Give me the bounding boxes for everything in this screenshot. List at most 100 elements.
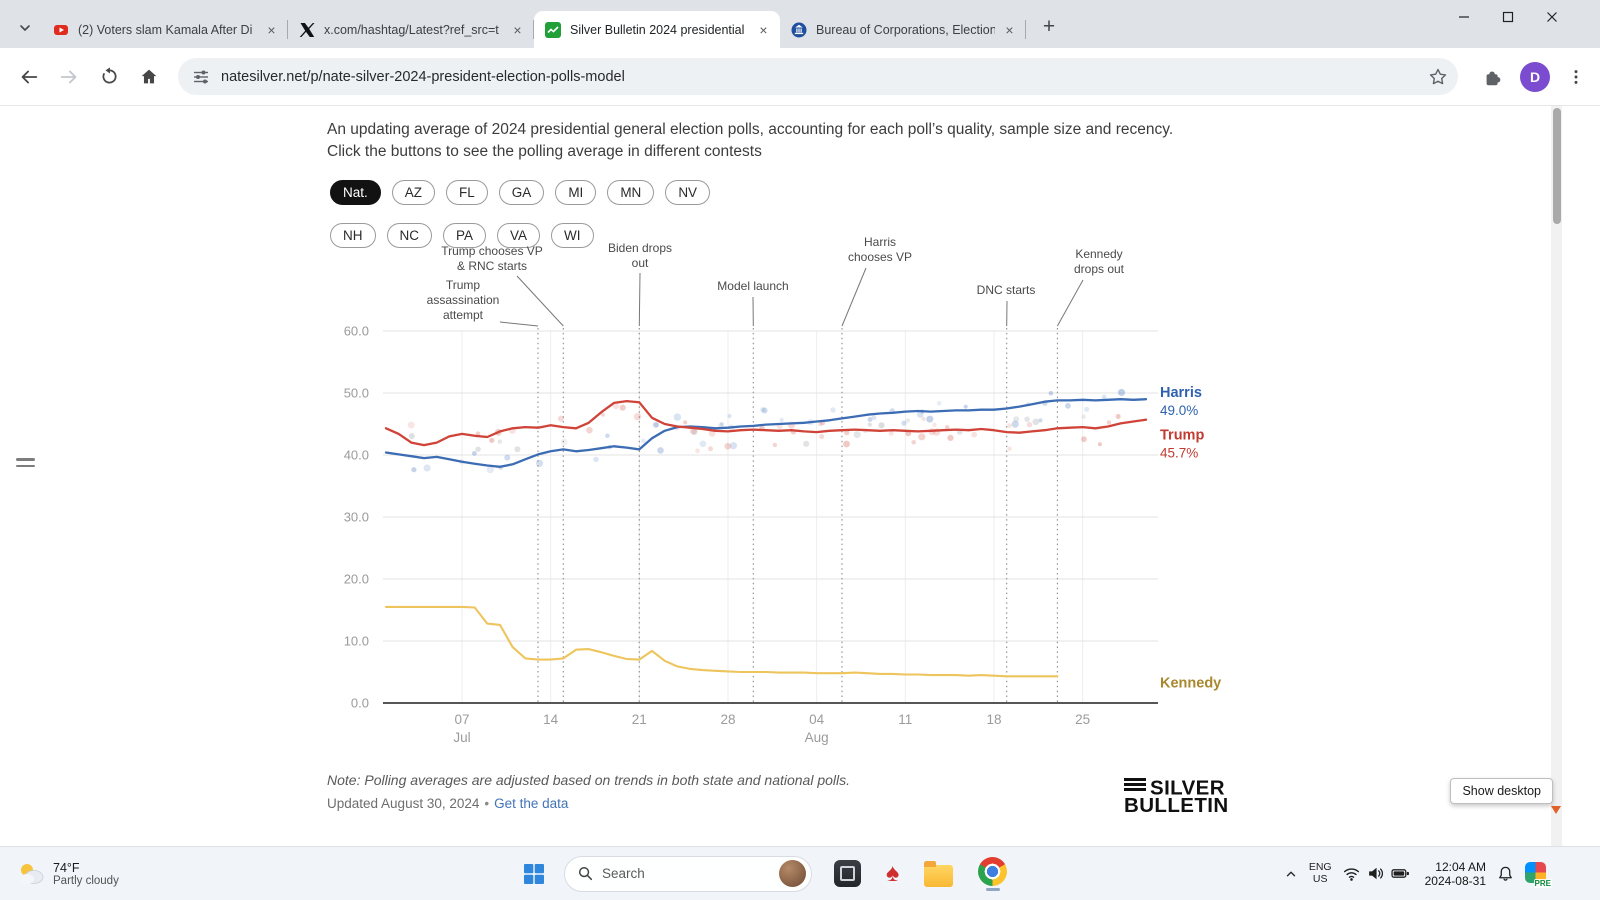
page-scrollbar[interactable] bbox=[1551, 106, 1562, 846]
contest-button-va[interactable]: VA bbox=[497, 223, 541, 248]
show-desktop-tooltip: Show desktop bbox=[1450, 778, 1553, 804]
tray-status-icons[interactable] bbox=[1343, 865, 1410, 882]
close-button[interactable] bbox=[1530, 0, 1574, 34]
poll-dots bbox=[407, 388, 1126, 474]
bookmark-star-icon[interactable] bbox=[1428, 67, 1448, 87]
menu-kebab-icon[interactable] bbox=[1566, 67, 1586, 87]
series-end-labels: Harris 49.0% Trump 45.7% Kennedy bbox=[1160, 385, 1221, 691]
silver-bulletin-logo: SILVER BULLETIN bbox=[1124, 776, 1229, 818]
gov-favicon bbox=[791, 22, 807, 38]
new-tab-button[interactable]: + bbox=[1042, 15, 1056, 38]
svg-text:28: 28 bbox=[720, 712, 735, 727]
svg-text:11: 11 bbox=[898, 712, 912, 727]
taskbar-clock[interactable]: 12:04 AM 2024-08-31 bbox=[1425, 860, 1486, 888]
taskbar-app-spade-icon[interactable]: ♠ bbox=[886, 859, 900, 887]
tab-search-button[interactable] bbox=[10, 13, 40, 43]
pinned-apps: ♠ bbox=[834, 856, 1008, 891]
contest-button-nc[interactable]: NC bbox=[386, 223, 432, 248]
svg-text:chooses VP: chooses VP bbox=[848, 250, 912, 264]
clock-date: 2024-08-31 bbox=[1424, 873, 1486, 888]
chrome-app[interactable] bbox=[978, 856, 1008, 891]
get-the-data-link[interactable]: Get the data bbox=[494, 796, 569, 811]
contest-button-nh[interactable]: NH bbox=[330, 223, 376, 248]
svg-text:49.0%: 49.0% bbox=[1160, 403, 1198, 418]
taskbar-center: Search ♠ bbox=[522, 847, 1008, 900]
logo-bars-icon bbox=[1124, 776, 1146, 793]
chart-footnote: Note: Polling averages are adjusted base… bbox=[327, 772, 851, 788]
kennedy-line bbox=[384, 605, 1059, 678]
svg-text:14: 14 bbox=[543, 712, 559, 727]
tab-2[interactable]: Silver Bulletin 2024 presidential × bbox=[534, 11, 780, 48]
forward-button[interactable] bbox=[50, 58, 88, 96]
contest-button-wi[interactable]: WI bbox=[551, 223, 594, 248]
scrollbar-thumb[interactable] bbox=[1552, 108, 1561, 224]
tab-close-button[interactable]: × bbox=[759, 21, 768, 38]
weather-temp: 74°F bbox=[53, 860, 80, 875]
site-settings-icon[interactable] bbox=[192, 68, 210, 86]
weather-widget[interactable]: 74°F Partly cloudy bbox=[10, 847, 125, 900]
file-explorer-icon[interactable] bbox=[924, 860, 954, 887]
start-button[interactable] bbox=[522, 862, 546, 886]
contest-button-fl[interactable]: FL bbox=[446, 180, 488, 205]
tray-app-grid-icon bbox=[1525, 862, 1546, 883]
y-axis-labels: 0.0 10.0 20.0 30.0 40.0 50.0 60.0 bbox=[344, 324, 369, 711]
tab-list: (2) Voters slam Kamala After Di × x.com/ha… bbox=[42, 11, 1026, 48]
svg-text:10.0: 10.0 bbox=[344, 634, 369, 649]
volume-icon bbox=[1368, 867, 1383, 880]
scroll-down-marker-icon bbox=[1551, 806, 1561, 814]
svg-text:07: 07 bbox=[454, 712, 469, 727]
tab-title: Bureau of Corporations, Election bbox=[816, 22, 995, 37]
tab-title: Silver Bulletin 2024 presidential bbox=[570, 22, 745, 37]
vertical-gridlines bbox=[461, 331, 1084, 703]
extensions-icon[interactable] bbox=[1482, 66, 1504, 88]
battery-icon bbox=[1391, 869, 1409, 878]
contest-button-nv[interactable]: NV bbox=[665, 180, 711, 205]
svg-text:30.0: 30.0 bbox=[344, 510, 369, 525]
chrome-active-indicator bbox=[985, 887, 1000, 891]
svg-text:25: 25 bbox=[1075, 712, 1090, 727]
tab-1[interactable]: x.com/hashtag/Latest?ref_src=t × bbox=[288, 11, 534, 48]
url-text: natesilver.net/p/nate-silver-2024-presid… bbox=[221, 68, 625, 85]
hidden-icons-chevron[interactable] bbox=[1284, 867, 1298, 881]
tray-app-icon[interactable]: PRE bbox=[1525, 862, 1552, 888]
contest-button-mn[interactable]: MN bbox=[607, 180, 655, 205]
tab-3[interactable]: Bureau of Corporations, Election × bbox=[780, 11, 1026, 48]
tab-title: (2) Voters slam Kamala After Di bbox=[78, 22, 253, 37]
chrome-icon[interactable] bbox=[978, 856, 1008, 886]
harris-line bbox=[384, 398, 1148, 468]
tab-strip: (2) Voters slam Kamala After Di × x.com/ha… bbox=[0, 0, 1600, 48]
chart-description: An updating average of 2024 presidential… bbox=[327, 121, 1174, 160]
url-bar[interactable]: natesilver.net/p/nate-silver-2024-presid… bbox=[178, 58, 1458, 95]
contest-button-az[interactable]: AZ bbox=[391, 180, 436, 205]
minimize-button[interactable] bbox=[1442, 0, 1486, 34]
video-favicon bbox=[53, 22, 69, 38]
search-icon bbox=[578, 866, 593, 881]
contest-button-pa[interactable]: PA bbox=[443, 223, 487, 248]
browser-toolbar: natesilver.net/p/nate-silver-2024-presid… bbox=[0, 48, 1600, 106]
svg-text:60.0: 60.0 bbox=[344, 324, 369, 339]
tab-0[interactable]: (2) Voters slam Kamala After Di × bbox=[42, 11, 288, 48]
contest-button-mi[interactable]: MI bbox=[555, 180, 597, 205]
profile-avatar[interactable]: D bbox=[1520, 61, 1550, 92]
tab-close-button[interactable]: × bbox=[513, 21, 522, 38]
page-side-handle-icon[interactable] bbox=[16, 454, 35, 471]
contest-button-ga[interactable]: GA bbox=[498, 180, 545, 205]
trump-line bbox=[384, 399, 1148, 447]
svg-text:Aug: Aug bbox=[805, 730, 829, 745]
svg-text:45.7%: 45.7% bbox=[1160, 446, 1198, 461]
contest-button-nat[interactable]: Nat. bbox=[330, 180, 381, 205]
tab-close-button[interactable]: × bbox=[267, 21, 276, 38]
search-rewards-avatar[interactable] bbox=[779, 860, 806, 887]
home-button[interactable] bbox=[130, 58, 168, 96]
back-button[interactable] bbox=[10, 58, 48, 96]
maximize-button[interactable] bbox=[1486, 0, 1530, 34]
notifications-bell-icon[interactable] bbox=[1497, 865, 1514, 882]
toolbar-right: D bbox=[1482, 61, 1586, 92]
svg-text:DNC starts: DNC starts bbox=[977, 283, 1036, 297]
reload-button[interactable] bbox=[90, 58, 128, 96]
taskbar-app-dark-icon[interactable] bbox=[834, 860, 861, 887]
svg-text:attempt: attempt bbox=[443, 308, 484, 322]
taskbar-search[interactable]: Search bbox=[564, 855, 812, 892]
language-indicator[interactable]: ENG US bbox=[1308, 861, 1332, 885]
tab-close-button[interactable]: × bbox=[1005, 21, 1014, 38]
